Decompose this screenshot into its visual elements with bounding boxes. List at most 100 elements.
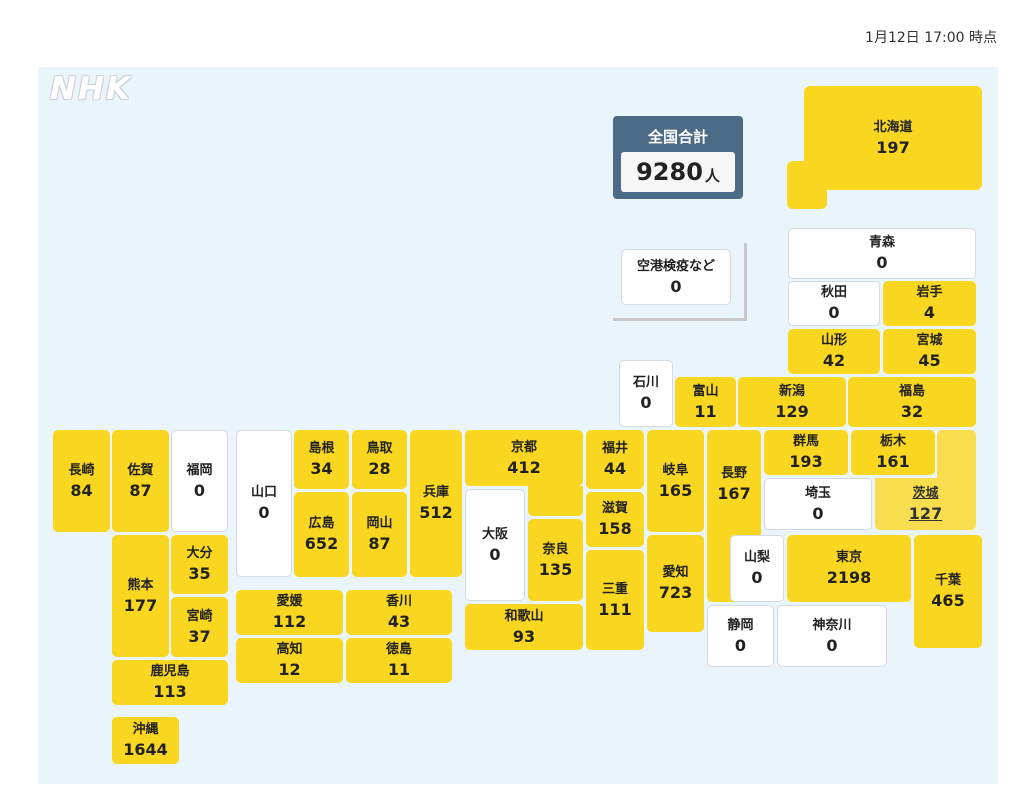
- pref-value: 112: [272, 612, 307, 631]
- pref-kochi[interactable]: 高知 12: [236, 638, 343, 683]
- pref-value: 28: [368, 459, 391, 478]
- pref-kanagawa[interactable]: 神奈川 0: [777, 605, 887, 667]
- pref-name: 大阪: [481, 526, 508, 542]
- pref-hiroshima[interactable]: 広島 652: [294, 492, 349, 577]
- pref-name: 山形: [820, 333, 847, 348]
- pref-value: 0: [258, 503, 270, 522]
- pref-tokushima[interactable]: 徳島 11: [346, 638, 452, 683]
- pref-value: 412: [507, 457, 541, 477]
- pref-shimane[interactable]: 島根 34: [294, 430, 349, 489]
- pref-name: 岡山: [366, 516, 393, 531]
- pref-ishikawa[interactable]: 石川 0: [619, 360, 673, 427]
- pref-name: 山梨: [743, 550, 770, 565]
- pref-value: 197: [876, 137, 910, 157]
- pref-name: 静岡: [727, 617, 754, 633]
- pref-value: 135: [538, 559, 573, 579]
- pref-niigata[interactable]: 新潟 129: [738, 377, 846, 427]
- pref-value: 723: [658, 583, 693, 602]
- pref-value: 44: [603, 459, 627, 478]
- pref-yamagata[interactable]: 山形 42: [788, 329, 880, 374]
- pref-name: 北海道: [873, 119, 913, 135]
- pref-shiga[interactable]: 滋賀 158: [586, 492, 644, 547]
- pref-value: 1644: [123, 740, 168, 759]
- pref-name: 三重: [601, 581, 628, 597]
- pref-aichi[interactable]: 愛知 723: [647, 535, 704, 632]
- pref-name: 長崎: [68, 462, 95, 478]
- pref-chiba[interactable]: 千葉 465: [914, 535, 982, 648]
- pref-shizuoka[interactable]: 静岡 0: [707, 605, 774, 667]
- pref-name: 和歌山: [504, 608, 544, 624]
- pref-kagoshima[interactable]: 鹿児島 113: [112, 660, 228, 705]
- pref-yamanashi[interactable]: 山梨 0: [730, 535, 784, 602]
- pref-name: 香川: [385, 594, 412, 609]
- pref-value: 512: [419, 503, 453, 522]
- pref-toyama[interactable]: 富山 11: [675, 377, 736, 427]
- pref-name: 広島: [308, 516, 335, 531]
- pref-fukui[interactable]: 福井 44: [586, 430, 644, 489]
- pref-value: 177: [123, 595, 158, 615]
- pref-mie[interactable]: 三重 111: [586, 550, 644, 650]
- pref-iwate[interactable]: 岩手 4: [883, 281, 976, 326]
- pref-ibaraki-top: [937, 430, 976, 478]
- pref-value: 0: [751, 568, 763, 587]
- pref-name: 青森: [868, 235, 895, 250]
- pref-oita[interactable]: 大分 35: [171, 535, 228, 594]
- pref-gifu[interactable]: 岐阜 165: [647, 430, 704, 532]
- pref-value: 0: [193, 480, 206, 500]
- airport-quarantine-value: 0: [670, 276, 682, 296]
- pref-name: 熊本: [127, 577, 154, 593]
- pref-saga[interactable]: 佐賀 87: [112, 430, 169, 532]
- pref-wakayama[interactable]: 和歌山 93: [465, 604, 583, 650]
- pref-name: 宮崎: [186, 608, 213, 624]
- nhk-logo: NHK: [50, 71, 132, 107]
- pref-miyagi[interactable]: 宮城 45: [883, 329, 976, 374]
- pref-akita[interactable]: 秋田 0: [788, 281, 880, 326]
- pref-kagawa[interactable]: 香川 43: [346, 590, 452, 635]
- pref-nara[interactable]: 奈良 135: [528, 519, 583, 601]
- pref-kyoto[interactable]: 京都 412: [465, 430, 583, 486]
- pref-name: 長野: [720, 465, 747, 481]
- pref-value: 167: [717, 483, 751, 503]
- pref-okinawa[interactable]: 沖縄 1644: [112, 717, 179, 764]
- pref-name: 岩手: [916, 285, 943, 300]
- pref-value: 0: [876, 253, 888, 272]
- pref-tottori[interactable]: 鳥取 28: [352, 430, 407, 489]
- pref-name: 島根: [308, 441, 335, 456]
- pref-okayama[interactable]: 岡山 87: [352, 492, 407, 577]
- pref-value: 161: [876, 452, 910, 471]
- pref-value: 0: [640, 393, 652, 412]
- pref-name: 高知: [276, 642, 303, 657]
- airport-quarantine[interactable]: 空港検疫など 0: [621, 249, 731, 305]
- pref-value: 111: [598, 599, 632, 619]
- pref-ibaraki[interactable]: 茨城 127: [875, 478, 976, 530]
- pref-value: 35: [188, 564, 211, 583]
- pref-hokkaido[interactable]: 北海道 197: [804, 86, 982, 190]
- pref-fukushima[interactable]: 福島 32: [848, 377, 976, 427]
- japan-map: NHK 全国合計 9280 人 空港検疫など 0 北海道 197 青森 0 秋田…: [38, 67, 998, 784]
- pref-miyazaki[interactable]: 宮崎 37: [171, 597, 228, 657]
- pref-name: 滋賀: [601, 501, 628, 516]
- pref-name: 福井: [601, 441, 628, 456]
- pref-name: 京都: [510, 439, 537, 455]
- pref-tokyo[interactable]: 東京 2198: [787, 535, 911, 602]
- pref-hokkaido-shape: [804, 86, 982, 190]
- pref-aomori[interactable]: 青森 0: [788, 228, 976, 279]
- pref-kumamoto[interactable]: 熊本 177: [112, 535, 169, 657]
- pref-hyogo[interactable]: 兵庫 512: [410, 430, 462, 577]
- pref-yamaguchi[interactable]: 山口 0: [236, 430, 292, 577]
- pref-nagasaki[interactable]: 長崎 84: [53, 430, 110, 532]
- pref-value: 42: [822, 351, 846, 370]
- pref-osaka[interactable]: 大阪 0: [465, 489, 525, 601]
- pref-gunma[interactable]: 群馬 193: [764, 430, 848, 475]
- national-total-label: 全国合計: [647, 128, 708, 146]
- pref-value: 93: [512, 626, 536, 646]
- pref-name: 神奈川: [812, 617, 852, 633]
- pref-name: 茨城: [912, 485, 939, 501]
- pref-value: 0: [828, 303, 840, 322]
- pref-name: 山口: [250, 485, 277, 500]
- pref-saitama[interactable]: 埼玉 0: [764, 478, 872, 530]
- pref-fukuoka[interactable]: 福岡 0: [171, 430, 228, 532]
- pref-name: 兵庫: [422, 485, 449, 500]
- pref-tochigi[interactable]: 栃木 161: [851, 430, 935, 475]
- pref-ehime[interactable]: 愛媛 112: [236, 590, 343, 635]
